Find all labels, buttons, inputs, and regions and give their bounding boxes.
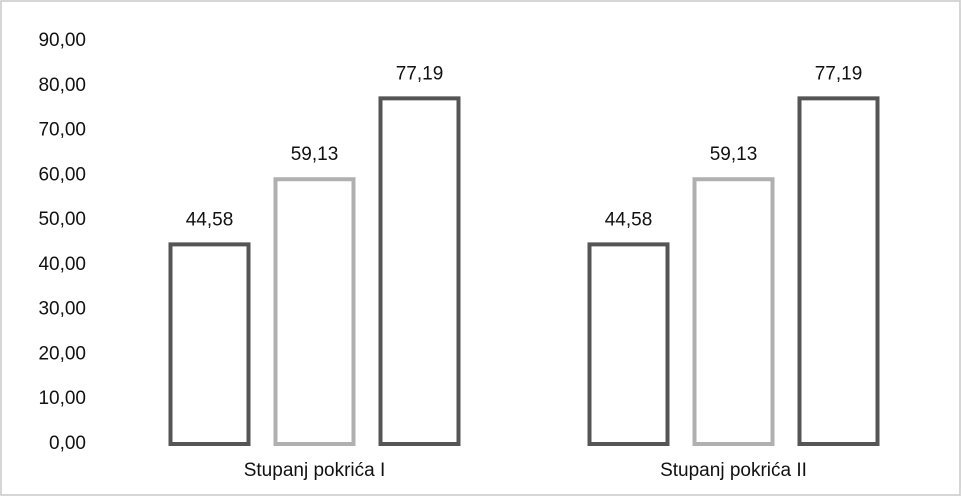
y-tick-label: 30,00 [38,299,86,320]
y-tick-label: 50,00 [38,209,86,230]
y-tick-label: 80,00 [38,75,86,96]
bar [692,177,775,446]
bar [797,96,880,447]
x-tick-label: Stupanj pokrića II [660,460,807,481]
y-tick-label: 40,00 [38,254,86,275]
value-label: 77,19 [396,63,444,84]
bar [273,177,356,446]
value-label: 44,58 [605,209,653,230]
x-tick-label: Stupanj pokrića I [244,460,386,481]
value-label: 77,19 [815,63,863,84]
y-tick-label: 20,00 [38,343,86,364]
value-label: 59,13 [710,144,758,165]
bar [587,242,670,446]
bar [168,242,251,446]
y-tick-label: 0,00 [49,433,86,454]
value-label: 59,13 [291,144,339,165]
value-label: 44,58 [186,209,234,230]
y-tick-label: 10,00 [38,388,86,409]
y-tick-label: 60,00 [38,164,86,185]
y-tick-label: 70,00 [38,120,86,141]
y-tick-label: 90,00 [38,30,86,51]
bar [378,96,461,447]
